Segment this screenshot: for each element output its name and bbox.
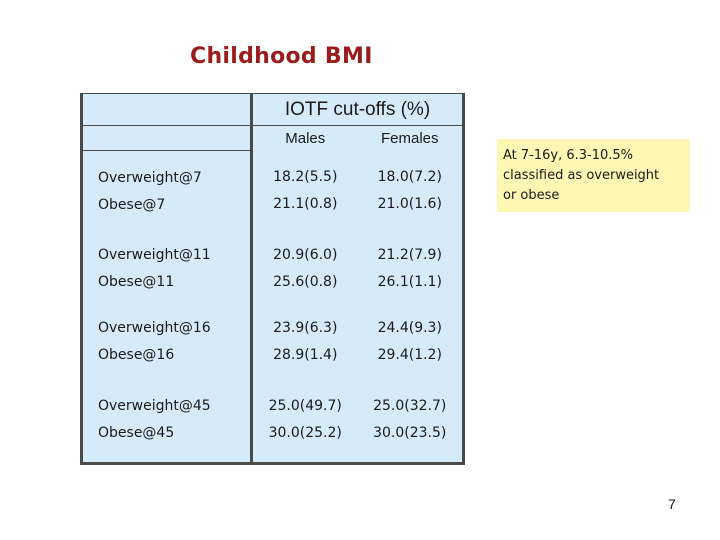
value: 23.9(6.3) (273, 319, 338, 336)
table-row: Overweight@11 Obese@11 20.9(6.0) 25.6(0.… (80, 232, 465, 305)
row-labels: Overweight@16 Obese@16 (80, 305, 252, 378)
row-label: Obese@16 (98, 346, 175, 363)
table-row: Overweight@7 Obese@7 18.2(5.5) 21.1(0.8)… (80, 150, 465, 232)
page-number: 7 (668, 496, 676, 512)
row-label: Obese@7 (98, 196, 166, 213)
row-labels: Overweight@45 Obese@45 (80, 378, 252, 465)
value: 25.6(0.8) (273, 273, 338, 290)
value: 28.9(1.4) (273, 346, 338, 363)
table-header-row: IOTF cut-offs (%) (80, 93, 465, 126)
callout-line: or obese (503, 188, 560, 203)
males-cell: 23.9(6.3) 28.9(1.4) (250, 305, 358, 378)
males-cell: 18.2(5.5) 21.1(0.8) (250, 150, 358, 232)
value: 18.2(5.5) (273, 169, 338, 186)
row-label: Overweight@45 (98, 398, 211, 414)
value: 21.2(7.9) (377, 246, 442, 263)
males-column-header: Males (250, 125, 358, 151)
value: 18.0(7.2) (377, 169, 442, 186)
value: 26.1(1.1) (377, 273, 442, 290)
table-subheader-row: Males Females (80, 125, 465, 151)
row-label: Obese@45 (98, 425, 175, 441)
value: 25.0(49.7) (268, 398, 342, 414)
males-cell: 20.9(6.0) 25.6(0.8) (250, 232, 358, 305)
value: 29.4(1.2) (377, 346, 442, 363)
value: 20.9(6.0) (273, 246, 338, 263)
row-label: Overweight@7 (98, 169, 202, 186)
row-labels: Overweight@7 Obese@7 (80, 150, 252, 232)
value: 25.0(32.7) (373, 398, 447, 414)
value: 24.4(9.3) (377, 319, 442, 336)
row-labels: Overweight@11 Obese@11 (80, 232, 252, 305)
callout-line: At 7-16y, 6.3-10.5% (503, 148, 634, 163)
females-column-header: Females (357, 125, 465, 151)
iotf-header: IOTF cut-offs (%) (250, 93, 465, 126)
callout-line: classified as overweight (503, 168, 660, 183)
value: 21.0(1.6) (377, 196, 442, 213)
row-label: Overweight@16 (98, 319, 211, 336)
header-label-cell (80, 93, 252, 126)
value: 30.0(25.2) (268, 425, 342, 441)
bmi-table: IOTF cut-offs (%) Males Females Overweig… (80, 93, 465, 465)
females-cell: 24.4(9.3) 29.4(1.2) (357, 305, 465, 378)
value: 21.1(0.8) (273, 196, 338, 213)
row-label: Obese@11 (98, 273, 175, 290)
row-label: Overweight@11 (98, 246, 211, 263)
females-cell: 25.0(32.7) 30.0(23.5) (357, 378, 465, 465)
table-row: Overweight@45 Obese@45 25.0(49.7) 30.0(2… (80, 378, 465, 465)
subheader-label-cell (80, 125, 252, 151)
value: 30.0(23.5) (373, 425, 447, 441)
slide-title: Childhood BMI (190, 44, 373, 69)
females-cell: 18.0(7.2) 21.0(1.6) (357, 150, 465, 232)
females-cell: 21.2(7.9) 26.1(1.1) (357, 232, 465, 305)
table-row: Overweight@16 Obese@16 23.9(6.3) 28.9(1.… (80, 305, 465, 378)
males-cell: 25.0(49.7) 30.0(25.2) (250, 378, 358, 465)
callout-note: At 7-16y, 6.3-10.5% classified as overwe… (497, 139, 690, 212)
